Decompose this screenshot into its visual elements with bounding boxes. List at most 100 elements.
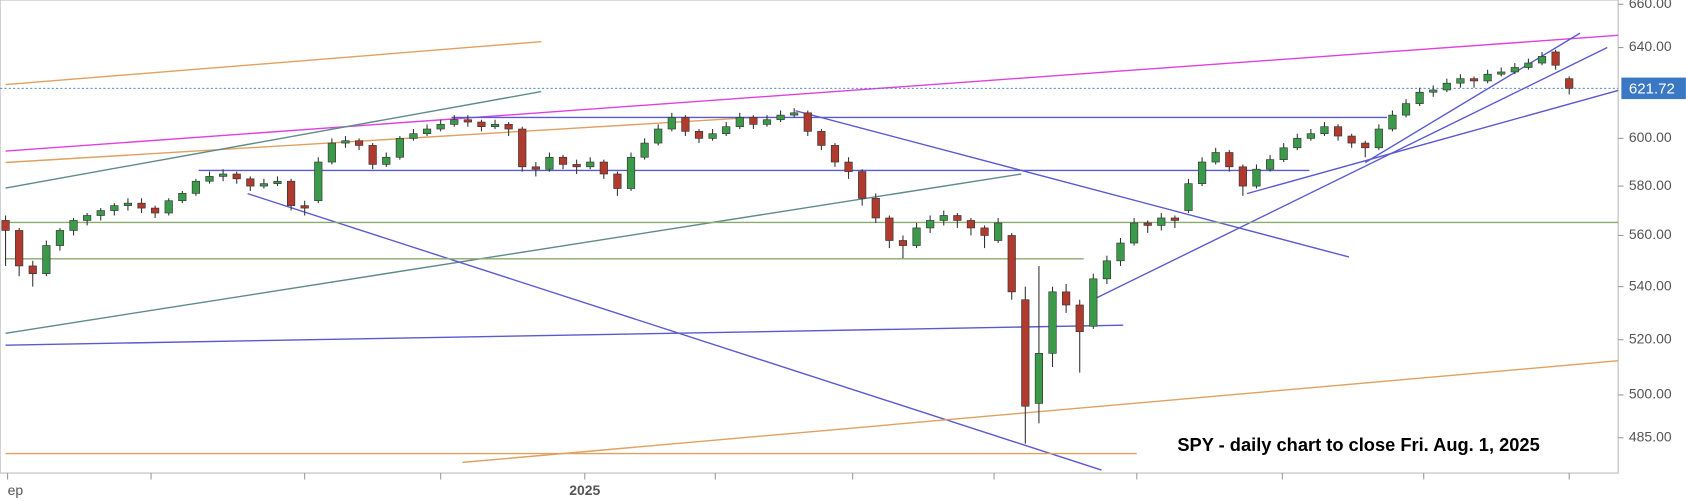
- candle-body: [463, 119, 472, 123]
- candle-body: [341, 140, 350, 144]
- plot: [0, 32, 1619, 471]
- candle-body: [1252, 168, 1261, 187]
- trend-line: [462, 360, 1619, 464]
- y-tick-label: 500.00: [1629, 386, 1672, 402]
- candle-body: [15, 230, 24, 267]
- plot-area: [0, 0, 1619, 474]
- candle-body: [1157, 217, 1166, 226]
- x-tick-label: ep: [8, 482, 24, 498]
- candle-body: [708, 133, 717, 139]
- trend-line: [5, 324, 1124, 346]
- candle-body: [790, 112, 799, 116]
- candle-body: [273, 180, 282, 184]
- candle-body: [1089, 278, 1098, 327]
- candle-body: [110, 205, 119, 211]
- candle-body: [450, 119, 459, 125]
- candle-body: [518, 128, 527, 168]
- candle-body: [1075, 304, 1084, 332]
- trend-line: [5, 173, 1022, 334]
- candle-body: [1143, 222, 1152, 226]
- candle-body: [28, 265, 37, 274]
- candle-body: [436, 124, 445, 130]
- candle-body: [1211, 152, 1220, 163]
- candle-body: [1130, 222, 1139, 244]
- candle-body: [1565, 78, 1574, 89]
- candle-body: [858, 171, 867, 199]
- x-tick-label: 2025: [569, 482, 600, 498]
- candle-body: [1279, 147, 1288, 160]
- candle-body: [1456, 78, 1465, 84]
- candle-body: [1401, 103, 1411, 116]
- candle-body: [1116, 242, 1125, 262]
- trend-line: [795, 110, 1350, 258]
- candle-body: [1333, 126, 1343, 137]
- candle-body: [953, 215, 962, 221]
- candle-body: [926, 220, 935, 229]
- candle-body: [1225, 152, 1234, 168]
- candle-body: [980, 227, 989, 236]
- candle-body: [287, 180, 296, 206]
- candle-body: [586, 161, 595, 168]
- candle-body: [871, 197, 880, 219]
- candle-body: [368, 145, 377, 165]
- candle-body: [626, 156, 636, 189]
- last-price-box: [1621, 77, 1686, 100]
- candle-body: [749, 117, 758, 125]
- candle-body: [939, 215, 948, 221]
- trend-line: [1364, 32, 1581, 164]
- candle-body: [504, 124, 513, 130]
- y-tick-label: 485.00: [1629, 428, 1672, 444]
- candle-body: [55, 230, 65, 246]
- candle-body: [409, 133, 418, 139]
- candle-body: [1, 220, 10, 231]
- candle-body: [572, 164, 581, 168]
- y-tick-label: 540.00: [1629, 277, 1672, 293]
- candle-body: [219, 173, 228, 177]
- trend-line: [5, 40, 542, 86]
- candle-body: [1347, 135, 1356, 144]
- candle-body: [83, 215, 92, 221]
- candle-body: [1306, 133, 1315, 139]
- candle-body: [395, 138, 404, 158]
- candle-body: [1469, 78, 1479, 82]
- candle-body: [1102, 260, 1111, 280]
- candle-body: [844, 161, 853, 172]
- y-tick-label: 640.00: [1629, 38, 1672, 54]
- candle-body: [477, 121, 486, 128]
- y-tick-label: 660.00: [1629, 0, 1672, 11]
- candle-body: [1170, 217, 1179, 221]
- candle-body: [803, 112, 812, 132]
- candle-body: [164, 200, 173, 214]
- candle-body: [1415, 91, 1424, 104]
- candle-body: [654, 128, 663, 144]
- candle-body: [69, 220, 78, 231]
- trend-line: [5, 116, 754, 164]
- candle-body: [885, 217, 894, 241]
- candle-body: [1062, 291, 1071, 306]
- candle-body: [178, 193, 187, 202]
- candle-body: [898, 240, 908, 246]
- candle-body: [722, 126, 731, 135]
- candle-body: [1537, 56, 1547, 64]
- candle-body: [966, 220, 976, 229]
- y-tick-label: 600.00: [1629, 129, 1672, 145]
- candle-body: [762, 119, 772, 125]
- candle-body: [558, 156, 568, 165]
- candle-body: [1320, 126, 1329, 135]
- candle-body: [776, 114, 785, 121]
- candle-body: [490, 124, 500, 128]
- annotation: SPY - daily chart to close Fri. Aug. 1, …: [1177, 434, 1539, 455]
- candle-body: [137, 202, 146, 209]
- candle-body: [667, 117, 676, 130]
- last-price-label: 621.72: [1629, 80, 1675, 97]
- candle-body: [1483, 73, 1492, 82]
- candle-body: [531, 166, 540, 170]
- candle-body: [1429, 89, 1438, 93]
- candle-body: [259, 183, 268, 187]
- candle-body: [1442, 82, 1451, 91]
- candle-body: [191, 180, 200, 194]
- candle-body: [599, 161, 608, 175]
- candle-body: [96, 210, 105, 216]
- candle-body: [830, 145, 840, 163]
- candle-body: [1361, 142, 1370, 149]
